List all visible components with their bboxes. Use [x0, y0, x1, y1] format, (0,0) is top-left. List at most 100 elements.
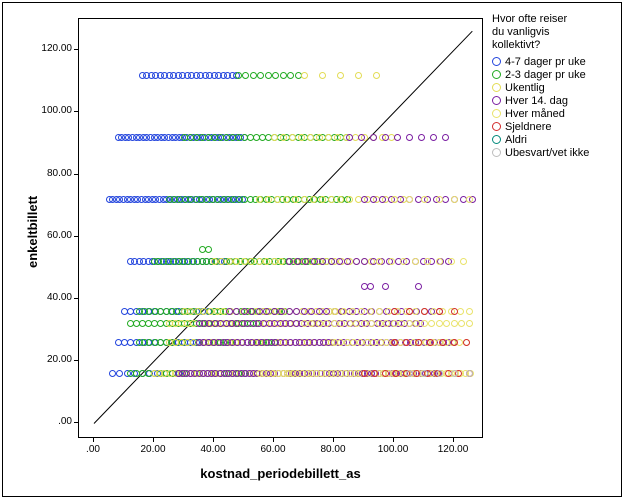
scatter-point: [376, 320, 383, 327]
scatter-point: [451, 370, 458, 377]
x-tick-mark: [213, 438, 214, 442]
x-tick-label: 40.00: [193, 444, 233, 455]
scatter-point: [265, 72, 272, 79]
scatter-point: [292, 196, 299, 203]
scatter-point: [263, 308, 270, 315]
scatter-point: [336, 258, 343, 265]
legend-item-label: 2-3 dager pr uke: [505, 69, 586, 81]
scatter-point: [451, 320, 458, 327]
scatter-point: [361, 320, 368, 327]
scatter-point: [382, 134, 389, 141]
scatter-point: [298, 134, 305, 141]
scatter-point: [361, 196, 368, 203]
scatter-point: [436, 258, 443, 265]
scatter-point: [301, 72, 308, 79]
y-tick-label: 40.00: [34, 292, 72, 303]
scatter-point: [376, 258, 383, 265]
y-tick-label: 120.00: [34, 43, 72, 54]
scatter-point: [205, 246, 212, 253]
scatter-point: [466, 196, 473, 203]
scatter-point: [406, 134, 413, 141]
scatter-point: [349, 308, 356, 315]
scatter-point: [394, 134, 401, 141]
legend-marker: [492, 148, 501, 157]
scatter-point: [400, 258, 407, 265]
scatter-point: [357, 339, 364, 346]
scatter-point: [436, 370, 443, 377]
scatter-point: [406, 196, 413, 203]
scatter-point: [457, 308, 464, 315]
scatter-point: [436, 196, 443, 203]
reference-line: [94, 32, 473, 425]
scatter-point: [346, 134, 353, 141]
scatter-point: [257, 72, 264, 79]
x-tick-mark: [453, 438, 454, 442]
scatter-point: [325, 134, 332, 141]
scatter-point: [331, 308, 338, 315]
scatter-point: [274, 196, 281, 203]
x-axis-label: kostnad_periodebillett_as: [78, 466, 483, 481]
x-tick-label: 60.00: [253, 444, 293, 455]
scatter-point: [307, 134, 314, 141]
y-tick-mark: [74, 360, 78, 361]
scatter-point: [463, 339, 470, 346]
scatter-point: [451, 339, 458, 346]
y-tick-mark: [74, 236, 78, 237]
scatter-point: [415, 283, 422, 290]
scatter-point: [293, 308, 300, 315]
y-tick-label: .00: [34, 416, 72, 427]
x-tick-mark: [273, 438, 274, 442]
scatter-point: [301, 308, 308, 315]
scatter-point: [311, 258, 318, 265]
scatter-point: [367, 283, 374, 290]
scatter-point: [294, 258, 301, 265]
scatter-point: [316, 134, 323, 141]
legend-marker: [492, 96, 501, 105]
chart-frame: enkeltbillett kostnad_periodebillett_as …: [2, 2, 622, 497]
scatter-point: [340, 308, 347, 315]
scatter-point: [448, 258, 455, 265]
scatter-point: [412, 308, 419, 315]
scatter-point: [328, 258, 335, 265]
scatter-point: [382, 370, 389, 377]
scatter-point: [442, 196, 449, 203]
scatter-point: [391, 320, 398, 327]
scatter-point: [280, 72, 287, 79]
scatter-point: [460, 258, 467, 265]
y-tick-mark: [74, 49, 78, 50]
scatter-point: [248, 308, 255, 315]
scatter-point: [287, 72, 294, 79]
scatter-point: [443, 320, 450, 327]
scatter-point: [421, 196, 428, 203]
scatter-point: [346, 320, 353, 327]
scatter-point: [278, 308, 285, 315]
y-tick-mark: [74, 174, 78, 175]
scatter-point: [436, 320, 443, 327]
legend-marker: [492, 70, 501, 79]
scatter-point: [466, 320, 473, 327]
scatter-point: [391, 308, 398, 315]
x-tick-label: 80.00: [313, 444, 353, 455]
scatter-point: [406, 308, 413, 315]
scatter-point: [286, 258, 293, 265]
scatter-point: [271, 258, 278, 265]
scatter-point: [430, 134, 437, 141]
scatter-point: [250, 72, 257, 79]
scatter-point: [308, 308, 315, 315]
scatter-point: [319, 72, 326, 79]
scatter-point: [319, 196, 326, 203]
scatter-point: [226, 258, 233, 265]
scatter-point: [310, 196, 317, 203]
scatter-point: [109, 370, 116, 377]
scatter-point: [442, 134, 449, 141]
legend-title: Hvor ofte reiserdu vanligviskollektivt?: [492, 13, 567, 52]
scatter-point: [466, 308, 473, 315]
scatter-point: [436, 308, 443, 315]
x-tick-mark: [153, 438, 154, 442]
scatter-point: [331, 320, 338, 327]
legend-item-label: Sjeldnere: [505, 121, 551, 133]
scatter-point: [451, 196, 458, 203]
scatter-point: [256, 308, 263, 315]
legend-item-label: 4-7 dager pr uke: [505, 56, 586, 68]
x-tick-label: 120.00: [433, 444, 473, 455]
